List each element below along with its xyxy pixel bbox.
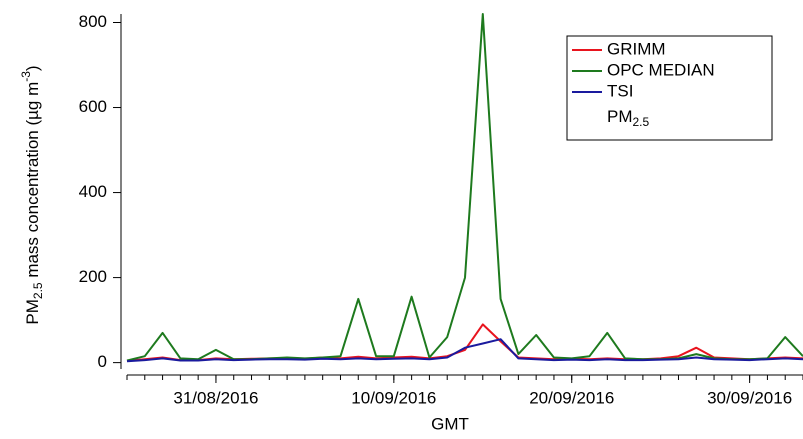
y-label-part: 2.5 — [31, 282, 45, 299]
y-label-part: PM — [23, 299, 42, 325]
legend-label: OPC MEDIAN — [607, 60, 715, 79]
y-label-part: mass concentration (µg m — [23, 82, 42, 283]
y-label-part: ) — [23, 65, 42, 71]
y-tick-label: 0 — [98, 352, 107, 371]
y-label-part: -3 — [19, 71, 33, 82]
legend-label: TSI — [607, 81, 633, 100]
y-tick-label: 400 — [79, 182, 107, 201]
series-line — [126, 338, 803, 363]
y-axis-label: PM2.5 mass concentration (µg m-3) — [19, 65, 45, 324]
legend-label: GRIMM — [607, 39, 666, 58]
x-tick-label: 10/09/2016 — [351, 388, 436, 407]
y-tick-label: 600 — [79, 97, 107, 116]
legend-note-part: PM — [607, 107, 633, 126]
x-tick-label: 31/08/2016 — [173, 388, 258, 407]
x-axis-label: GMT — [431, 414, 469, 433]
legend-note: PM2.5 — [607, 107, 650, 129]
legend-box — [566, 35, 773, 141]
x-tick-label: 20/09/2016 — [529, 388, 614, 407]
y-tick-label: 800 — [79, 12, 107, 31]
legend-note-part: 2.5 — [633, 115, 650, 129]
x-tick-label: 30/09/2016 — [707, 388, 792, 407]
y-tick-label: 200 — [79, 267, 107, 286]
